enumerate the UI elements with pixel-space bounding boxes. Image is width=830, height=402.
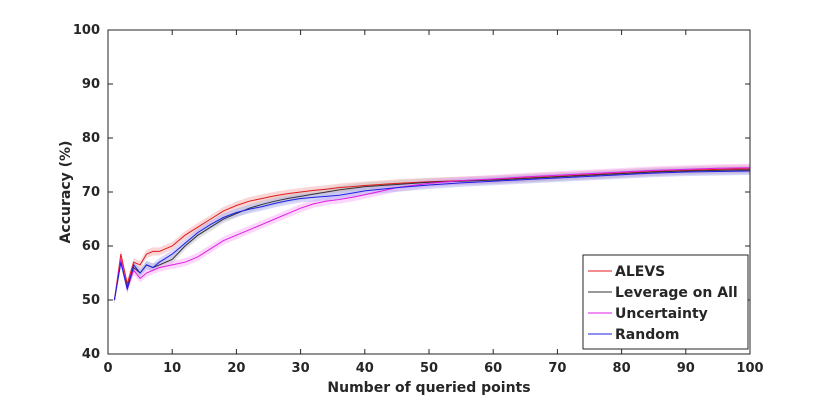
legend-label: ALEVS: [615, 264, 665, 280]
x-tick-label: 50: [420, 361, 438, 376]
y-tick-label: 50: [82, 293, 100, 308]
series-line-random: [113, 170, 751, 301]
x-axis-ticks: 0 10 20 30 40 50 60 70 80 90 100: [103, 30, 764, 376]
y-axis-title: Accuracy (%): [58, 141, 74, 244]
band-leverage-on-all: [114, 165, 751, 305]
x-tick-label: 100: [736, 361, 763, 376]
legend: ALEVS Leverage on All Uncertainty Random: [582, 254, 749, 350]
x-axis-title: Number of queried points: [327, 380, 530, 396]
legend-label: Leverage on All: [615, 285, 738, 301]
series-line-uncertainty: [113, 167, 751, 301]
y-tick-label: 90: [82, 77, 100, 92]
y-tick-label: 60: [82, 239, 100, 254]
band-alevs: [114, 164, 751, 305]
y-tick-label: 100: [73, 23, 100, 38]
x-tick-label: 20: [227, 361, 245, 376]
x-tick-label: 90: [677, 361, 695, 376]
x-tick-label: 30: [292, 361, 310, 376]
series-line-alevs: [113, 168, 751, 301]
x-tick-label: 10: [163, 361, 181, 376]
y-tick-label: 70: [82, 185, 100, 200]
legend-label: Random: [615, 327, 679, 343]
x-tick-label: 70: [548, 361, 566, 376]
legend-label: Uncertainty: [615, 306, 708, 322]
y-axis-ticks: 40 50 60 70 80 90 100: [73, 23, 750, 362]
x-tick-label: 0: [103, 361, 112, 376]
x-tick-label: 80: [613, 361, 631, 376]
y-tick-label: 40: [82, 347, 100, 362]
band-uncertainty: [114, 163, 751, 305]
x-tick-label: 40: [356, 361, 374, 376]
y-tick-label: 80: [82, 131, 100, 146]
series-lines: [113, 167, 751, 301]
x-tick-label: 60: [484, 361, 502, 376]
